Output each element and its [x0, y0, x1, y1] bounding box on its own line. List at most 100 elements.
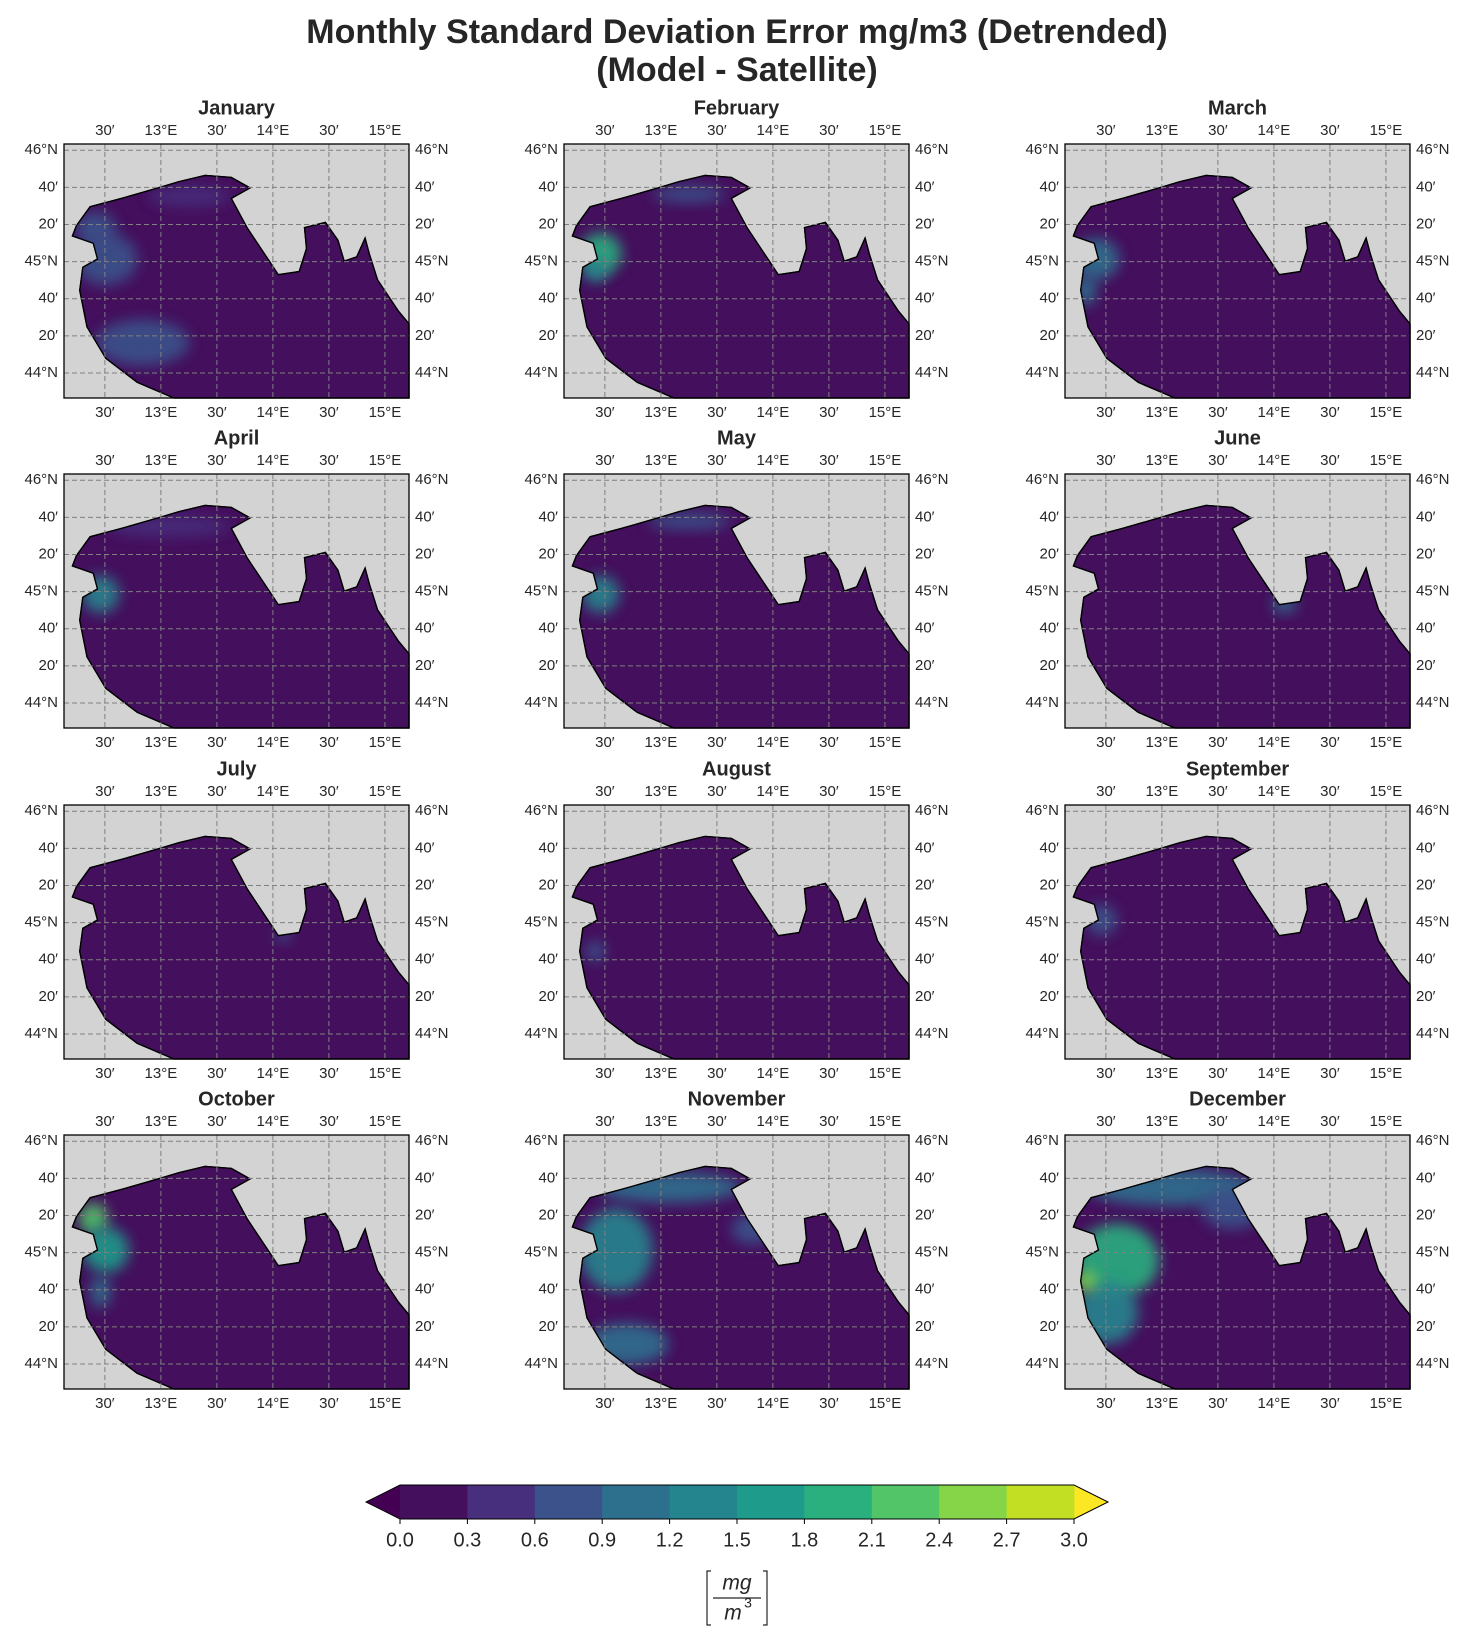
y-tick-label: 40′ — [415, 290, 435, 307]
colorbar-tick-label: 0.6 — [521, 1529, 549, 1551]
x-tick-label: 30′ — [1208, 452, 1228, 469]
y-tick-label: 46°N — [415, 471, 449, 488]
x-tick-label: 30′ — [95, 122, 115, 139]
x-tick-label: 30′ — [595, 404, 615, 421]
y-tick-label: 46°N — [915, 802, 949, 819]
x-tick-label: 30′ — [595, 783, 615, 800]
y-tick-label: 46°N — [1416, 141, 1450, 158]
y-tick-label: 20′ — [1416, 1318, 1436, 1335]
x-tick-label: 30′ — [319, 1065, 339, 1082]
map-panel: 30′ 30′ 13°E 13°E 30′ 30′ 14°E 14°E 30′ 30′ 15°E 15… — [24, 427, 448, 751]
title: Monthly Standard Deviation Error mg/m3 (… — [306, 13, 1167, 51]
y-tick-label: 44°N — [24, 364, 58, 381]
x-tick-label: 13°E — [145, 1065, 178, 1082]
y-tick-label: 44°N — [415, 694, 449, 711]
y-tick-label: 45°N — [915, 583, 949, 600]
x-tick-label: 30′ — [819, 452, 839, 469]
y-tick-label: 45°N — [24, 914, 58, 931]
colorbar-tick-label: 1.8 — [790, 1529, 818, 1551]
y-tick-label: 44°N — [1025, 1355, 1059, 1372]
x-tick-label: 30′ — [207, 122, 227, 139]
x-tick-label: 15°E — [869, 122, 902, 139]
y-tick-label: 44°N — [24, 1355, 58, 1372]
y-tick-label: 45°N — [524, 583, 558, 600]
panel-frame — [563, 143, 910, 399]
x-tick-label: 30′ — [319, 404, 339, 421]
x-tick-label: 30′ — [95, 1395, 115, 1412]
y-tick-label: 45°N — [415, 914, 449, 931]
x-tick-label: 30′ — [1208, 1065, 1228, 1082]
x-tick-label: 30′ — [707, 734, 727, 751]
panel-title: January — [198, 97, 276, 119]
x-tick-label: 15°E — [1370, 1113, 1403, 1130]
y-tick-label: 46°N — [915, 141, 949, 158]
x-tick-label: 30′ — [207, 452, 227, 469]
y-tick-label: 40′ — [39, 508, 59, 525]
colorbar-over — [1074, 1485, 1108, 1519]
y-tick-label: 20′ — [539, 1206, 559, 1223]
hotspot — [579, 1208, 653, 1292]
x-tick-label: 30′ — [819, 404, 839, 421]
hotspot — [652, 185, 727, 203]
y-tick-label: 45°N — [24, 583, 58, 600]
x-tick-label: 14°E — [757, 1113, 790, 1130]
x-tick-label: 30′ — [1320, 734, 1340, 751]
x-tick-label: 15°E — [869, 1065, 902, 1082]
map-panel: 30′ 30′ 13°E 13°E 30′ 30′ 14°E 14°E 30′ 30′ 15°E 15… — [524, 97, 948, 421]
y-tick-label: 20′ — [539, 327, 559, 344]
y-tick-label: 44°N — [524, 694, 558, 711]
panel-title: July — [216, 758, 257, 780]
x-tick-label: 13°E — [1146, 783, 1179, 800]
y-tick-label: 40′ — [39, 839, 59, 856]
x-tick-label: 15°E — [869, 1113, 902, 1130]
colorbar-bin — [804, 1485, 873, 1519]
x-tick-label: 30′ — [319, 1395, 339, 1412]
y-tick-label: 46°N — [1025, 802, 1059, 819]
y-tick-label: 46°N — [24, 471, 58, 488]
y-tick-label: 20′ — [539, 657, 559, 674]
x-tick-label: 15°E — [1370, 122, 1403, 139]
x-tick-label: 30′ — [95, 452, 115, 469]
y-tick-label: 44°N — [524, 364, 558, 381]
x-tick-label: 14°E — [757, 783, 790, 800]
panel-frame — [63, 143, 410, 399]
x-tick-label: 15°E — [1370, 1065, 1403, 1082]
hotspots — [584, 940, 606, 962]
x-tick-label: 14°E — [1258, 734, 1291, 751]
x-tick-label: 13°E — [645, 122, 678, 139]
map-panel: 30′ 30′ 13°E 13°E 30′ 30′ 14°E 14°E 30′ 30′ 15°E 15… — [524, 427, 948, 751]
x-tick-label: 30′ — [595, 734, 615, 751]
x-tick-label: 30′ — [1208, 122, 1228, 139]
panel-frame — [1064, 473, 1411, 729]
y-tick-label: 40′ — [1416, 508, 1436, 525]
y-tick-label: 20′ — [39, 1318, 59, 1335]
map-panel: 30′ 30′ 13°E 13°E 30′ 30′ 14°E 14°E 30′ 30′ 15°E 15… — [1025, 758, 1449, 1082]
x-tick-label: 15°E — [369, 1065, 402, 1082]
x-tick-label: 30′ — [319, 1113, 339, 1130]
map-panel: 30′ 30′ 13°E 13°E 30′ 30′ 14°E 14°E 30′ 30′ 15°E 15… — [24, 97, 448, 421]
x-tick-label: 30′ — [707, 452, 727, 469]
y-tick-label: 40′ — [539, 1281, 559, 1298]
y-tick-label: 46°N — [915, 471, 949, 488]
y-tick-label: 45°N — [1416, 583, 1450, 600]
x-tick-label: 14°E — [257, 734, 290, 751]
x-tick-label: 30′ — [707, 1395, 727, 1412]
y-tick-label: 40′ — [1416, 839, 1436, 856]
y-tick-label: 45°N — [524, 1244, 558, 1261]
hotspot — [74, 211, 117, 244]
y-tick-label: 44°N — [24, 694, 58, 711]
y-tick-label: 45°N — [1025, 583, 1059, 600]
y-tick-label: 20′ — [539, 988, 559, 1005]
x-tick-label: 30′ — [595, 1113, 615, 1130]
x-tick-label: 14°E — [1258, 1065, 1291, 1082]
x-tick-label: 30′ — [1096, 404, 1116, 421]
x-tick-label: 13°E — [645, 783, 678, 800]
x-tick-label: 30′ — [319, 122, 339, 139]
y-tick-label: 44°N — [1025, 694, 1059, 711]
colorbar-bin — [602, 1485, 671, 1519]
panel-title: April — [214, 427, 260, 449]
y-tick-label: 45°N — [1416, 253, 1450, 270]
y-tick-label: 46°N — [524, 802, 558, 819]
colorbar-bin — [871, 1485, 940, 1519]
x-tick-label: 15°E — [1370, 1395, 1403, 1412]
